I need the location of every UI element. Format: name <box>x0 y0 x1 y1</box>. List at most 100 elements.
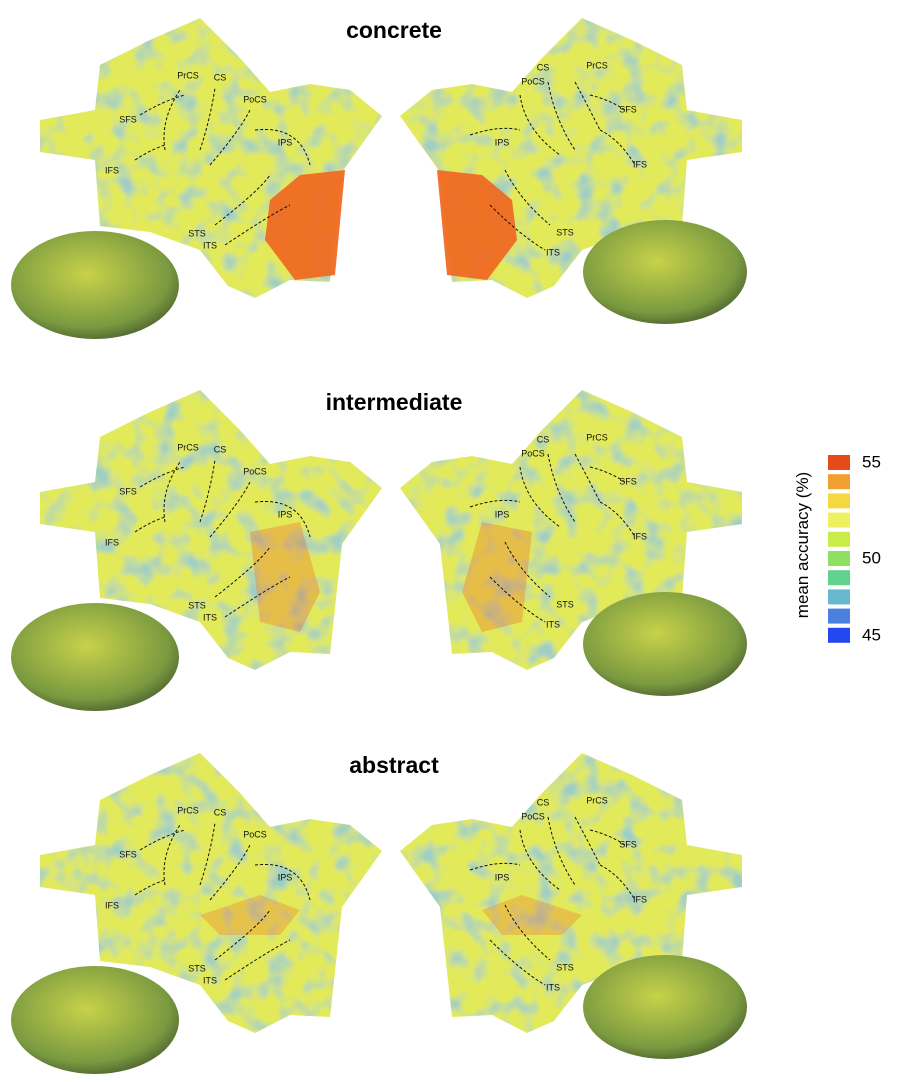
sulcus-line <box>547 816 576 886</box>
sulcus-line <box>504 169 551 226</box>
sulcus-line <box>199 459 216 523</box>
sulcus-label: PrCS <box>586 60 608 70</box>
sulcus-line <box>199 822 216 886</box>
sulcus-line <box>139 829 186 851</box>
sulcus-label: SFS <box>119 849 137 859</box>
colorbar-label: mean accuracy (%) <box>793 472 812 618</box>
sulcus-label: ITS <box>203 612 217 622</box>
right-brain-inset <box>583 592 747 696</box>
sulcus-label: PoCS <box>521 448 545 458</box>
sulcus-line <box>504 541 551 598</box>
sulcus-label: CS <box>537 434 550 444</box>
sulcus-line <box>163 89 181 151</box>
left-brain-inset <box>11 231 179 339</box>
sulcus-line <box>254 863 311 901</box>
sulcus-label: PoCS <box>521 76 545 86</box>
activation-blob <box>437 170 517 280</box>
sulcus-line <box>504 904 551 961</box>
sulcus-label: IPS <box>495 872 510 882</box>
colorbar: mean accuracy (%) 55 50 45 <box>793 452 881 644</box>
sulcus-line <box>489 204 546 251</box>
sulcus-line <box>214 546 271 598</box>
sulcus-line <box>489 576 546 623</box>
sulcus-label: SFS <box>619 839 637 849</box>
sulcus-line <box>214 174 271 226</box>
colorbar-swatch <box>828 531 850 547</box>
sulcus-label: IFS <box>105 537 119 547</box>
activation-blob <box>462 522 532 632</box>
sulcus-label: PrCS <box>586 432 608 442</box>
colorbar-swatch <box>828 474 850 490</box>
panel: abstract PrCS CS PoCS SFS IPS IFS STS ITS CS PrCS P… <box>11 752 747 1074</box>
sulcus-label: IPS <box>495 137 510 147</box>
activation-blob <box>200 895 300 935</box>
colorbar-tick: 50 <box>862 548 881 567</box>
sulcus-label: PoCS <box>243 94 267 104</box>
sulcus-label: IPS <box>495 509 510 519</box>
activation-blob <box>250 522 320 632</box>
panel: intermediate PrCS CS PoCS SFS IPS IFS STS ITS CS P… <box>11 389 747 711</box>
sulcus-label: IFS <box>633 531 647 541</box>
colorbar-swatch <box>828 493 850 509</box>
sulcus-label: SFS <box>119 486 137 496</box>
left-flatmap <box>40 753 382 1033</box>
sulcus-line <box>589 94 626 111</box>
sulcus-label: STS <box>556 962 574 972</box>
left-brain-inset <box>11 603 179 711</box>
sulcus-label: ITS <box>546 247 560 257</box>
colorbar-swatch <box>828 589 850 605</box>
sulcus-line <box>209 109 251 166</box>
sulcus-line <box>519 94 561 156</box>
sulcus-line <box>599 864 636 901</box>
sulcus-label: PrCS <box>177 805 199 815</box>
colorbar-tick: 55 <box>862 452 881 471</box>
left-flatmap <box>40 390 382 670</box>
sulcus-label: CS <box>537 62 550 72</box>
sulcus-label: STS <box>188 228 206 238</box>
activation-blob <box>482 895 582 935</box>
sulcus-line <box>254 500 311 538</box>
sulcus-line <box>163 824 181 886</box>
sulcus-line <box>519 466 561 528</box>
sulcus-label: IFS <box>633 159 647 169</box>
sulcus-line <box>224 204 291 246</box>
sulcus-line <box>134 879 166 896</box>
colorbar-tick: 45 <box>862 625 881 644</box>
sulcus-line <box>163 461 181 523</box>
sulcus-label: CS <box>214 72 227 82</box>
sulcus-line <box>589 829 626 846</box>
sulcus-line <box>469 499 521 508</box>
sulcus-line <box>547 453 576 523</box>
sulcus-label: ITS <box>546 619 560 629</box>
right-brain-inset <box>583 955 747 1059</box>
colorbar-swatch <box>828 551 850 566</box>
colorbar-swatch <box>828 570 850 586</box>
left-brain-inset <box>11 966 179 1074</box>
sulcus-label: ITS <box>203 975 217 985</box>
sulcus-line <box>134 144 166 161</box>
sulcus-label: IPS <box>278 137 293 147</box>
panel-title: abstract <box>349 752 439 778</box>
colorbar-swatch <box>828 512 850 528</box>
sulcus-label: STS <box>188 600 206 610</box>
sulcus-label: IPS <box>278 509 293 519</box>
colorbar-swatch <box>828 627 850 643</box>
sulcus-label: STS <box>556 599 574 609</box>
right-brain-inset <box>583 220 747 324</box>
sulcus-label: IFS <box>105 165 119 175</box>
sulcus-label: IFS <box>105 900 119 910</box>
sulcus-line <box>599 501 636 538</box>
panel-title: intermediate <box>326 389 463 415</box>
colorbar-swatch <box>828 608 850 624</box>
sulcus-label: PrCS <box>177 70 199 80</box>
panel-title: concrete <box>346 17 442 43</box>
sulcus-label: STS <box>188 963 206 973</box>
sulcus-label: PoCS <box>243 466 267 476</box>
sulcus-line <box>209 481 251 538</box>
sulcus-line <box>469 127 521 136</box>
sulcus-label: SFS <box>619 476 637 486</box>
sulcus-label: IFS <box>633 894 647 904</box>
sulcus-line <box>139 466 186 488</box>
sulcus-label: CS <box>537 797 550 807</box>
